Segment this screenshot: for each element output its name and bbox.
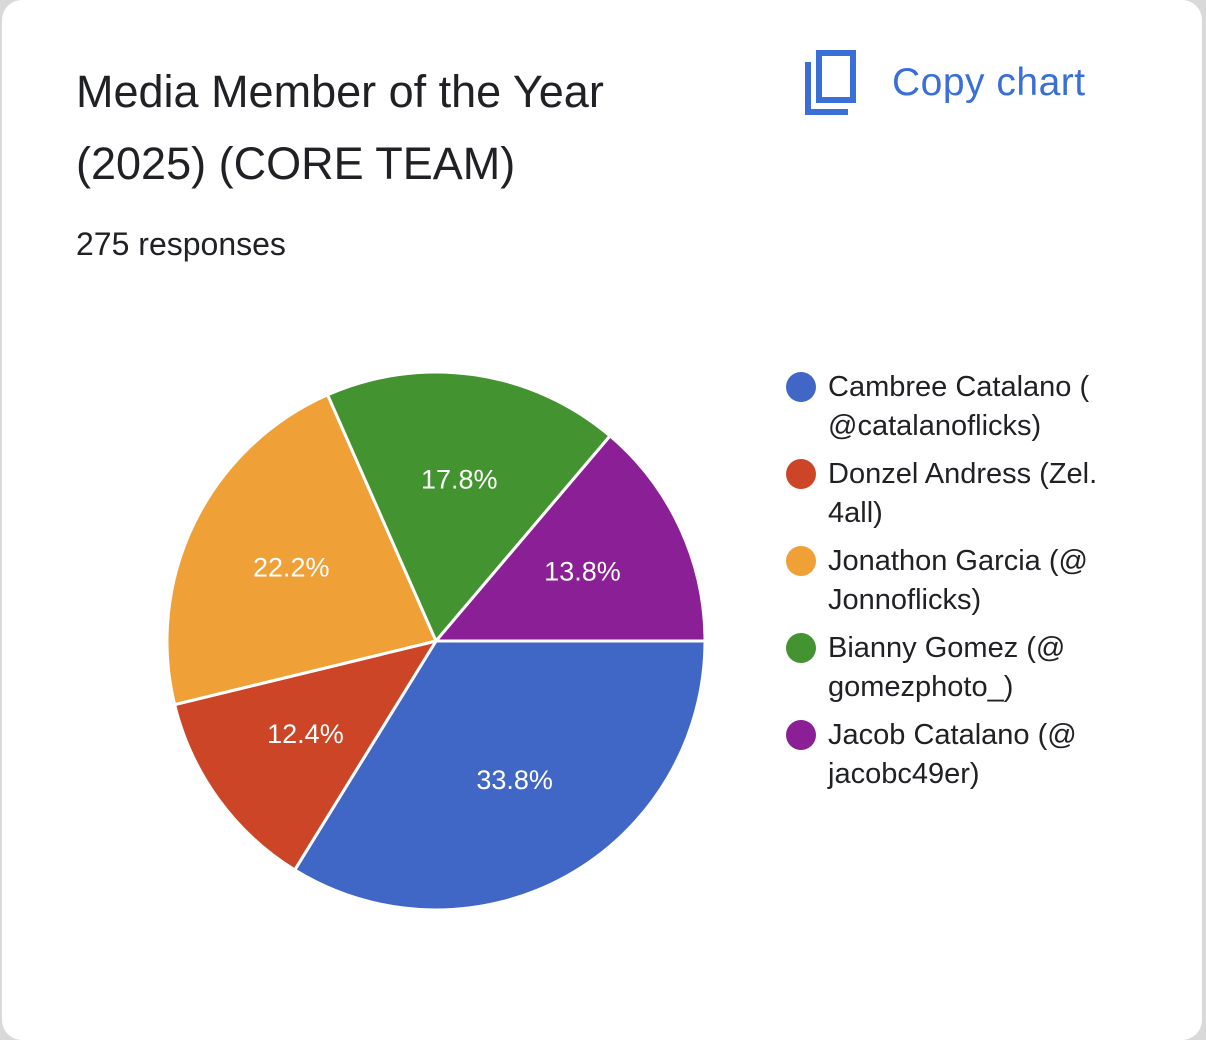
legend-label: Jacob Catalano (@ jacobc49er) — [828, 719, 1077, 790]
copy-chart-label: Copy chart — [892, 61, 1086, 104]
legend-item-3[interactable]: Jonathon Garcia (@ Jonnoflicks) — [786, 542, 1146, 620]
copy-icon — [805, 50, 856, 115]
slice-label-4: 17.8% — [421, 464, 498, 494]
chart-title: Media Member of the Year (2025) (CORE TE… — [76, 66, 604, 189]
pie-slice-5[interactable] — [432, 433, 707, 643]
pie-slice-4[interactable] — [325, 370, 613, 644]
chart-legend: Cambree Catalano ( @catalanoflicks) Donze… — [786, 368, 1146, 803]
response-count: 275 responses — [76, 226, 286, 262]
legend-label: Jonathon Garcia (@ Jonnoflicks) — [828, 545, 1088, 616]
slice-label-1: 33.8% — [476, 765, 553, 795]
legend-swatch — [786, 720, 816, 750]
legend-item-1[interactable]: Cambree Catalano ( @catalanoflicks) — [786, 368, 1146, 446]
slice-label-3: 22.2% — [253, 553, 330, 583]
slice-label-5: 13.8% — [544, 556, 621, 586]
slice-label-2: 12.4% — [267, 719, 344, 749]
legend-item-5[interactable]: Jacob Catalano (@ jacobc49er) — [786, 716, 1146, 794]
pie-slice-2[interactable] — [172, 638, 440, 872]
pie-slice-1[interactable] — [292, 639, 707, 912]
legend-swatch — [786, 459, 816, 489]
pie-slice-3[interactable] — [165, 392, 439, 707]
legend-label: Cambree Catalano ( @catalanoflicks) — [828, 371, 1090, 442]
legend-item-2[interactable]: Donzel Andress (Zel. 4all) — [786, 455, 1146, 533]
copy-chart-button[interactable]: Copy chart — [802, 50, 1086, 116]
legend-swatch — [786, 546, 816, 576]
legend-label: Donzel Andress (Zel. 4all) — [828, 458, 1098, 529]
pie-chart: 33.8% 12.4% 22.2% 17.8% 13.8% — [165, 370, 707, 912]
legend-item-4[interactable]: Bianny Gomez (@ gomezphoto_) — [786, 629, 1146, 707]
legend-swatch — [786, 372, 816, 402]
legend-label: Bianny Gomez (@ gomezphoto_) — [828, 632, 1066, 703]
legend-swatch — [786, 633, 816, 663]
